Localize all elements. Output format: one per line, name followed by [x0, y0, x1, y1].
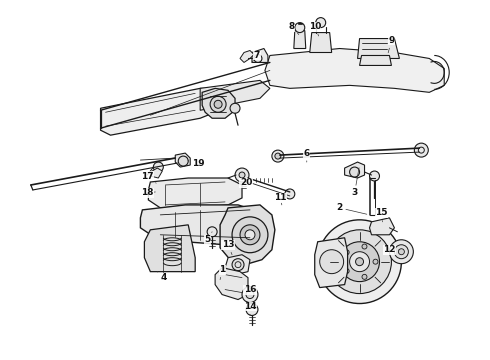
- Circle shape: [319, 250, 343, 274]
- Circle shape: [340, 242, 379, 282]
- Polygon shape: [252, 49, 268, 62]
- Text: 2: 2: [337, 203, 367, 214]
- Circle shape: [232, 217, 268, 253]
- Text: 5: 5: [204, 232, 212, 244]
- Text: 1: 1: [219, 265, 225, 280]
- Polygon shape: [220, 205, 275, 265]
- Circle shape: [239, 172, 245, 178]
- Circle shape: [153, 162, 163, 172]
- Polygon shape: [369, 218, 394, 235]
- Text: 18: 18: [141, 188, 155, 197]
- Polygon shape: [100, 88, 220, 135]
- Polygon shape: [294, 31, 306, 49]
- Text: 11: 11: [273, 193, 286, 205]
- Circle shape: [344, 250, 349, 255]
- Text: 7: 7: [252, 51, 260, 62]
- Circle shape: [207, 227, 217, 237]
- Text: 4: 4: [157, 271, 167, 282]
- Polygon shape: [141, 205, 265, 245]
- Circle shape: [349, 167, 360, 177]
- Text: 16: 16: [244, 285, 256, 294]
- Circle shape: [245, 230, 255, 240]
- Text: 20: 20: [240, 178, 252, 188]
- Circle shape: [344, 269, 349, 274]
- Circle shape: [373, 259, 378, 264]
- Circle shape: [285, 189, 295, 199]
- Circle shape: [178, 156, 188, 166]
- Polygon shape: [344, 162, 365, 178]
- Polygon shape: [265, 49, 444, 92]
- Text: 14: 14: [244, 302, 256, 315]
- Circle shape: [275, 153, 281, 159]
- Text: 3: 3: [351, 168, 359, 197]
- Circle shape: [230, 103, 240, 113]
- Circle shape: [415, 143, 428, 157]
- Circle shape: [272, 150, 284, 162]
- Polygon shape: [360, 55, 392, 66]
- Polygon shape: [215, 268, 248, 300]
- Polygon shape: [310, 32, 332, 53]
- Circle shape: [394, 245, 408, 259]
- Circle shape: [295, 23, 305, 32]
- Polygon shape: [200, 80, 270, 110]
- Text: 12: 12: [383, 245, 399, 254]
- Circle shape: [214, 100, 222, 108]
- Polygon shape: [145, 225, 195, 272]
- Circle shape: [349, 252, 369, 272]
- Polygon shape: [202, 88, 235, 118]
- Text: 8: 8: [289, 22, 299, 35]
- Circle shape: [316, 18, 326, 28]
- Circle shape: [318, 220, 401, 303]
- Circle shape: [398, 249, 404, 255]
- Circle shape: [246, 291, 254, 298]
- Circle shape: [242, 287, 258, 302]
- Polygon shape: [240, 50, 254, 62]
- Circle shape: [210, 96, 226, 112]
- Polygon shape: [315, 238, 347, 288]
- Polygon shape: [150, 168, 162, 178]
- Circle shape: [369, 171, 379, 181]
- Circle shape: [390, 240, 414, 264]
- Polygon shape: [175, 153, 190, 167]
- Text: 6: 6: [304, 149, 310, 162]
- Circle shape: [235, 168, 249, 182]
- Text: 10: 10: [309, 22, 321, 36]
- Polygon shape: [148, 178, 242, 208]
- Text: 19: 19: [188, 158, 204, 167]
- Polygon shape: [358, 39, 399, 58]
- Text: 13: 13: [222, 240, 234, 255]
- Text: 17: 17: [141, 171, 156, 183]
- Circle shape: [240, 225, 260, 245]
- Circle shape: [362, 274, 367, 279]
- Circle shape: [232, 259, 244, 271]
- Circle shape: [362, 244, 367, 249]
- Circle shape: [328, 230, 392, 293]
- Text: 9: 9: [388, 36, 394, 53]
- Circle shape: [246, 303, 258, 315]
- Polygon shape: [225, 255, 250, 275]
- Text: 15: 15: [375, 208, 388, 222]
- Circle shape: [356, 258, 364, 266]
